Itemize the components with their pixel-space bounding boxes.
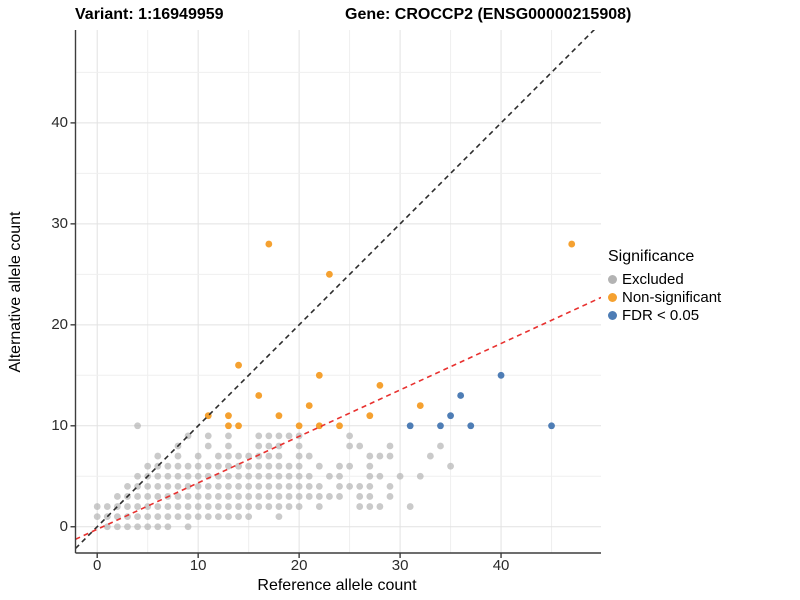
y-tick-label: 40: [51, 113, 68, 131]
legend: Significance Excluded Non-significant FD…: [608, 248, 721, 324]
fdr-swatch-icon: [608, 310, 617, 320]
y-tick-label: 20: [51, 315, 68, 333]
x-tick-label: 0: [93, 557, 102, 574]
legend-item-non-significant: Non-significant: [608, 288, 721, 306]
legend-title: Significance: [608, 248, 695, 265]
legend-item-fdr: FDR < 0.05: [608, 306, 721, 324]
x-tick-label: 20: [290, 557, 308, 574]
y-tick-label: 10: [51, 416, 68, 434]
x-tick-label: 40: [492, 557, 510, 574]
legend-item-label: Non-significant: [622, 288, 722, 306]
excluded-swatch-icon: [608, 274, 617, 284]
legend-item-label: FDR < 0.05: [622, 306, 700, 324]
y-axis-title: Alternative allele count: [7, 211, 24, 373]
legend-item-excluded: Excluded: [608, 270, 721, 288]
non-significant-swatch-icon: [608, 292, 617, 302]
x-tick-label: 30: [391, 557, 409, 574]
gene-title: Gene: CROCCP2 (ENSG00000215908): [345, 6, 632, 23]
x-axis-title: Reference allele count: [257, 577, 417, 594]
y-tick-label: 30: [51, 214, 68, 232]
legend-item-label: Excluded: [622, 270, 684, 288]
variant-title: Variant: 1:16949959: [75, 6, 224, 23]
y-tick-label: 0: [59, 517, 68, 535]
x-tick-label: 10: [189, 557, 207, 574]
